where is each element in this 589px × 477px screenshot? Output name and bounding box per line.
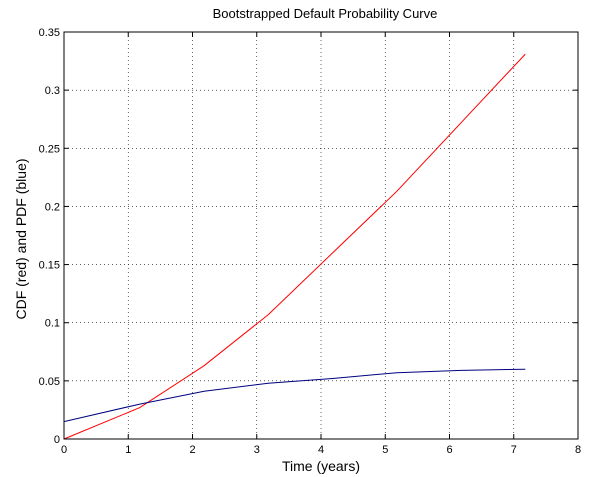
y-tick-label: 0.1 xyxy=(45,318,60,330)
x-tick-label: 8 xyxy=(575,444,581,456)
y-tick-label: 0 xyxy=(54,434,60,446)
grid xyxy=(64,32,578,439)
x-tick-label: 0 xyxy=(61,444,67,456)
y-axis-label: CDF (red) and PDF (blue) xyxy=(13,158,29,319)
series-line-0 xyxy=(63,53,526,440)
y-tick-label: 0.2 xyxy=(45,201,60,213)
series-line-1 xyxy=(63,368,526,423)
ticks: 0 1 2 3 4 5 6 7 8 0 0.05 0.1 0.15 0.2 0.25 0.3 0.35 xyxy=(39,27,581,456)
x-tick-label: 1 xyxy=(125,444,131,456)
x-tick-label: 6 xyxy=(446,444,452,456)
series-lines xyxy=(63,53,526,440)
x-tick-label: 7 xyxy=(511,444,517,456)
y-tick-label: 0.15 xyxy=(39,260,60,272)
chart-title: Bootstrapped Default Probability Curve xyxy=(213,6,438,21)
y-tick-label: 0.05 xyxy=(39,376,60,388)
plot-frame xyxy=(63,31,579,440)
x-tick-label: 3 xyxy=(254,444,260,456)
x-tick-label: 5 xyxy=(382,444,388,456)
x-tick-label: 4 xyxy=(318,444,324,456)
y-tick-label: 0.25 xyxy=(39,143,60,155)
x-tick-label: 2 xyxy=(189,444,195,456)
y-tick-label: 0.35 xyxy=(39,27,60,39)
x-axis-label: Time (years) xyxy=(282,458,360,474)
y-tick-label: 0.3 xyxy=(45,85,60,97)
